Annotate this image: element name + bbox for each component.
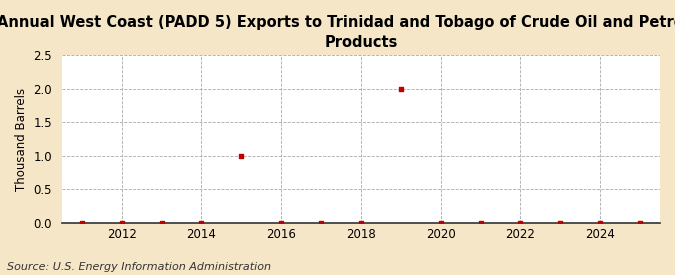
Point	[36, 221, 47, 225]
Point	[276, 221, 287, 225]
Title: Annual West Coast (PADD 5) Exports to Trinidad and Tobago of Crude Oil and Petro: Annual West Coast (PADD 5) Exports to Tr…	[0, 15, 675, 50]
Point	[316, 221, 327, 225]
Point	[116, 221, 127, 225]
Point	[595, 221, 605, 225]
Point	[396, 86, 406, 91]
Point	[634, 221, 645, 225]
Y-axis label: Thousand Barrels: Thousand Barrels	[15, 87, 28, 191]
Text: Source: U.S. Energy Information Administration: Source: U.S. Energy Information Administ…	[7, 262, 271, 272]
Point	[156, 221, 167, 225]
Point	[76, 221, 87, 225]
Point	[555, 221, 566, 225]
Point	[515, 221, 526, 225]
Point	[435, 221, 446, 225]
Point	[356, 221, 367, 225]
Point	[196, 221, 207, 225]
Point	[236, 153, 247, 158]
Point	[475, 221, 486, 225]
